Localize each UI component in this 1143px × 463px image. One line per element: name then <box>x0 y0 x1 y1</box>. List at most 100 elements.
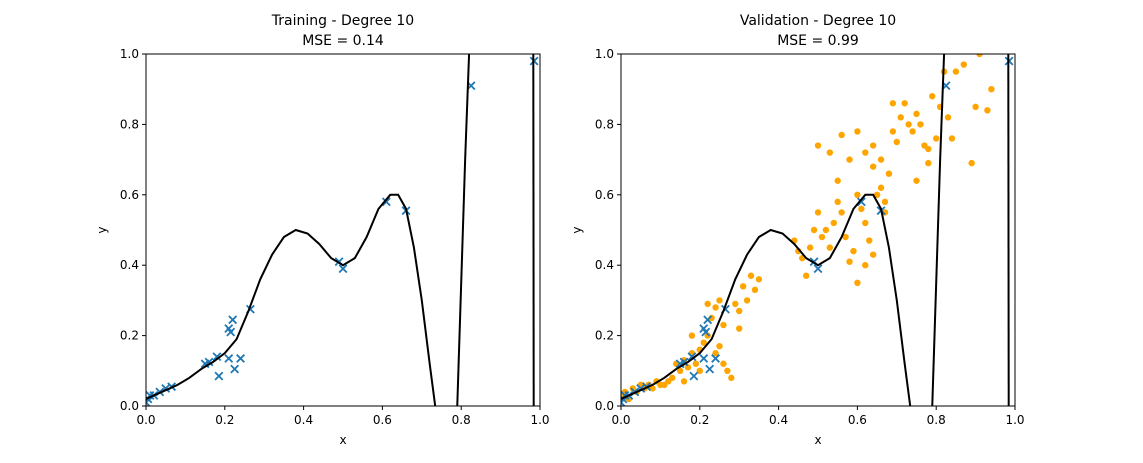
y-tick-label: 1.0 <box>595 47 614 61</box>
validation-point <box>747 272 755 279</box>
validation-point <box>826 244 834 251</box>
y-tick-label: 0.6 <box>120 188 139 202</box>
x-tick-label: 0.8 <box>452 413 471 427</box>
y-tick-label: 0.4 <box>595 258 614 272</box>
validation-point <box>814 209 822 216</box>
x-tick-label: 0.2 <box>690 413 709 427</box>
x-axis-label: x <box>339 433 346 447</box>
y-tick-label: 0.2 <box>120 329 139 343</box>
validation-point <box>704 300 711 308</box>
validation-point <box>846 156 853 163</box>
y-axis-label: y <box>95 226 109 233</box>
validation-point <box>909 128 916 135</box>
validation-point <box>976 54 983 58</box>
axes-frame <box>620 53 1016 407</box>
validation-point <box>716 342 723 350</box>
fit-curve <box>621 193 912 406</box>
validation-point <box>952 68 960 75</box>
validation-point <box>881 198 889 206</box>
validation-point <box>736 307 743 315</box>
training-point <box>703 315 713 325</box>
x-tick-label: 0.8 <box>927 413 946 427</box>
validation-point <box>680 378 688 385</box>
validation-point <box>806 244 814 251</box>
validation-point <box>972 103 979 111</box>
training-point <box>689 371 699 381</box>
training-point <box>813 264 823 274</box>
training-point <box>679 357 689 367</box>
validation-point <box>854 191 861 198</box>
validation-point <box>830 219 837 227</box>
validation-point <box>684 364 692 371</box>
training-point <box>212 352 222 362</box>
validation-point <box>862 219 869 227</box>
validation-point <box>834 198 841 206</box>
y-tick-label: 0.0 <box>120 399 139 413</box>
fit-curve <box>456 54 471 406</box>
validation-point <box>948 135 956 142</box>
validation-point <box>716 297 723 304</box>
chart-title: Validation - Degree 10 <box>740 13 896 29</box>
validation-point <box>751 286 759 294</box>
validation-panel: 0.0 0.2 0.4 0.6 0.8 1.0 0.0 0.2 0.4 0.6 0.8 1.0 Vali… <box>570 13 1025 447</box>
validation-point <box>877 184 885 191</box>
validation-point <box>854 279 861 286</box>
validation-point <box>869 251 877 258</box>
validation-point <box>905 121 912 128</box>
validation-point <box>669 374 676 382</box>
validation-point <box>802 272 810 279</box>
validation-point <box>897 114 904 121</box>
validation-point <box>984 107 991 114</box>
validation-point <box>755 276 763 283</box>
training-panel: 0.0 0.2 0.4 0.6 0.8 1.0 0.0 0.2 0.4 0.6 0.8 1.0 Trai… <box>95 13 550 447</box>
training-point <box>226 327 236 337</box>
training-point <box>204 357 214 367</box>
plot-area <box>146 54 539 406</box>
x-tick-label: 0.0 <box>611 413 630 427</box>
training-point <box>236 354 245 363</box>
validation-point <box>732 300 739 308</box>
x-tick-label: 1.0 <box>1005 413 1024 427</box>
validation-point <box>700 339 707 346</box>
y-tick-label: 0.2 <box>595 329 614 343</box>
validation-point <box>724 367 731 374</box>
validation-point <box>743 297 751 304</box>
validation-point <box>901 100 908 107</box>
fit-curve <box>931 54 946 406</box>
training-point <box>224 354 234 363</box>
y-tick-label: 0.4 <box>120 258 139 272</box>
validation-point <box>968 159 975 167</box>
x-tick-label: 0.6 <box>848 413 867 427</box>
training-point <box>687 352 697 362</box>
validation-point <box>854 128 861 135</box>
y-tick-label: 0.8 <box>120 117 139 131</box>
training-point <box>381 197 391 207</box>
training-point <box>228 315 238 325</box>
validation-point <box>739 283 747 290</box>
y-tick-label: 1.0 <box>120 47 139 61</box>
validation-point <box>885 170 893 177</box>
validation-point <box>720 360 727 367</box>
x-axis-label: x <box>814 433 821 447</box>
validation-point <box>834 177 841 184</box>
validation-point <box>913 177 920 184</box>
training-point <box>338 264 348 274</box>
validation-point <box>649 385 656 392</box>
validation-point <box>846 258 853 265</box>
y-tick-label: 0.0 <box>595 399 614 413</box>
validation-point <box>704 332 711 339</box>
validation-point <box>838 209 845 216</box>
validation-point <box>712 350 719 357</box>
x-tick-label: 0.6 <box>373 413 392 427</box>
validation-point <box>692 360 700 367</box>
y-tick-label: 0.6 <box>595 188 614 202</box>
validation-point <box>736 325 743 332</box>
x-tick-label: 0.4 <box>294 413 313 427</box>
validation-point <box>933 135 940 142</box>
validation-point <box>877 156 885 163</box>
validation-point <box>917 121 924 128</box>
validation-point <box>862 149 869 156</box>
validation-point <box>893 138 900 146</box>
x-tick-label: 1.0 <box>530 413 549 427</box>
validation-point <box>862 262 869 269</box>
